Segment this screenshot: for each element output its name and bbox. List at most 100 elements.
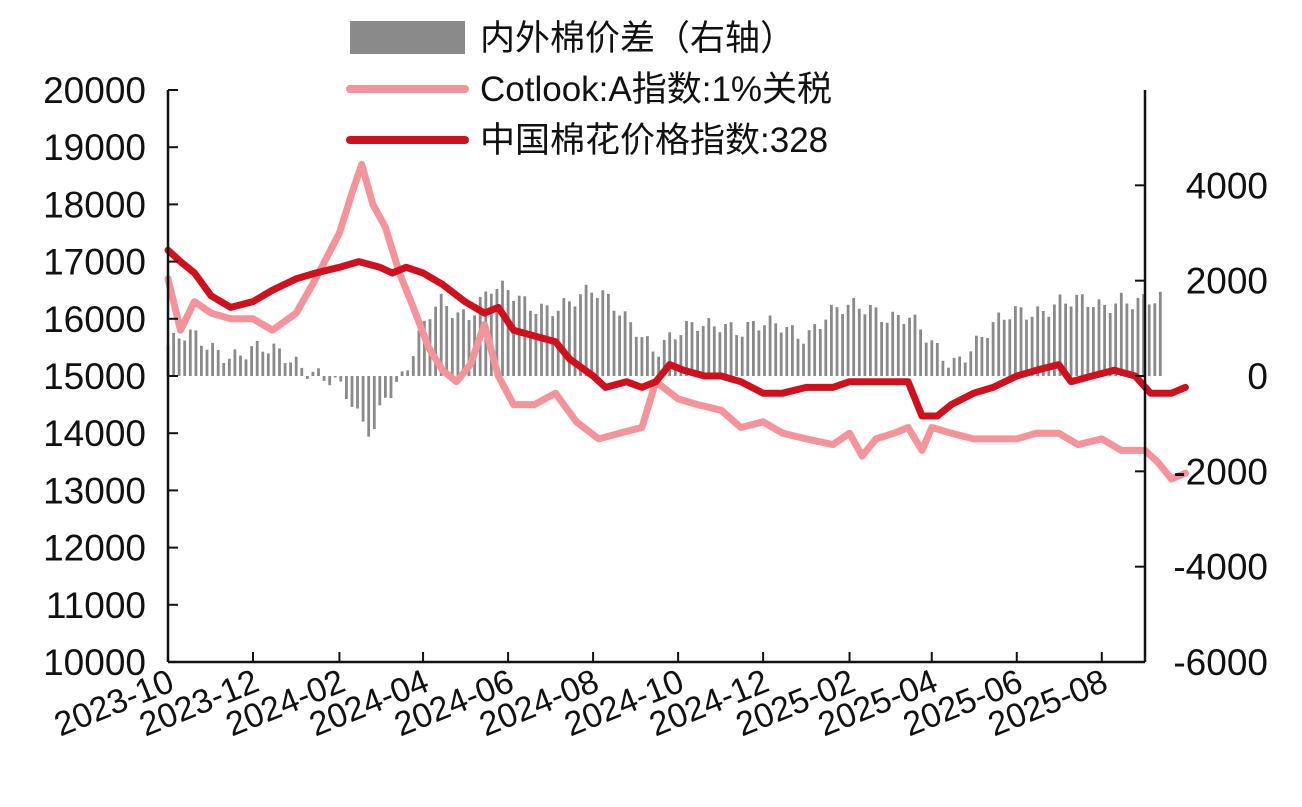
spread-bar — [400, 371, 404, 376]
spread-bar — [863, 314, 867, 376]
spread-bar — [551, 316, 555, 376]
spread-bar — [774, 323, 778, 376]
spread-bar — [919, 329, 922, 376]
spread-bar — [1053, 304, 1056, 376]
spread-bar — [924, 342, 928, 376]
spread-bar — [885, 322, 889, 376]
spread-bar — [579, 294, 582, 376]
spread-bar — [634, 336, 638, 376]
spread-bar — [378, 376, 382, 406]
spread-bar — [768, 315, 772, 376]
left-tick-label: 16000 — [43, 299, 146, 340]
spread-bar — [997, 312, 1001, 376]
spread-bar — [356, 376, 359, 409]
spread-bar — [880, 322, 883, 376]
spread-bar — [311, 371, 315, 376]
right-tick-label: -2000 — [1173, 451, 1268, 492]
spread-bar — [1064, 303, 1067, 376]
spread-bar — [266, 353, 270, 376]
spread-bar — [852, 297, 856, 376]
spread-bar — [534, 314, 538, 376]
spread-bar — [417, 330, 421, 376]
left-tick-label: 19000 — [43, 127, 146, 168]
left-tick-label: 10000 — [43, 642, 146, 683]
spread-bar — [813, 324, 817, 376]
spread-bar — [333, 376, 337, 378]
spread-bar — [372, 376, 376, 430]
spread-bar — [607, 293, 610, 376]
spread-bar — [952, 357, 956, 376]
left-tick-label: 11000 — [46, 585, 146, 626]
axes: 2000019000180001700016000150001400013000… — [43, 70, 1268, 744]
spread-bar — [1158, 291, 1162, 376]
spread-bar — [506, 290, 510, 376]
spread-bar — [752, 321, 755, 376]
spread-bar — [434, 306, 437, 376]
spread-bar — [294, 356, 298, 376]
spread-bar — [947, 367, 950, 376]
spread-bar — [367, 376, 371, 437]
spread-bar — [1041, 311, 1045, 376]
spread-bar — [835, 307, 839, 376]
spread-bar — [1019, 307, 1023, 376]
spread-bar — [222, 363, 226, 376]
spread-bar — [590, 292, 594, 376]
spread-bar — [1058, 294, 1062, 376]
spread-bar — [216, 349, 220, 376]
spread-bar — [289, 362, 292, 376]
spread-bar — [1114, 303, 1118, 376]
spread-bar — [183, 340, 187, 376]
spread-bar — [986, 337, 989, 376]
spread-bar — [300, 367, 304, 376]
spread-bar — [1075, 294, 1079, 376]
spread-bar — [462, 309, 465, 376]
spread-bar — [601, 290, 605, 376]
spread-bar — [283, 363, 287, 376]
spread-bar — [406, 370, 410, 376]
spread-bar — [200, 345, 203, 376]
spread-bar — [568, 301, 571, 376]
spread-bar — [227, 358, 231, 376]
spread-bar — [746, 321, 750, 376]
spread-bar — [244, 359, 248, 376]
spread-bar — [1008, 319, 1012, 376]
spread-bar — [595, 297, 599, 376]
spread-bar — [941, 360, 945, 376]
spread-bar — [818, 329, 822, 376]
spread-bar — [651, 351, 655, 376]
spread-bar — [763, 325, 766, 376]
legend-cotlook-label: Cotlook:A指数:1%关税 — [480, 70, 832, 109]
spread-bar — [1025, 319, 1028, 376]
spread-bar — [685, 320, 688, 376]
spread-bar — [1047, 316, 1051, 376]
right-tick-label: -4000 — [1173, 547, 1268, 588]
spread-bar — [384, 376, 387, 398]
spread-bar — [339, 376, 343, 382]
spread-bar — [1147, 304, 1151, 376]
spread-bar — [668, 332, 672, 376]
spread-bar — [1136, 297, 1140, 376]
spread-bar — [908, 317, 911, 376]
spread-bar — [646, 336, 649, 376]
right-tick-label: 4000 — [1186, 165, 1268, 206]
spread-bar — [261, 351, 265, 376]
spread-bar — [205, 349, 209, 376]
spread-bar — [1014, 306, 1017, 376]
spread-bar — [807, 330, 811, 376]
spread-bar — [874, 307, 878, 376]
spread-bar — [724, 324, 727, 376]
spread-bar — [411, 356, 415, 376]
spread-bar — [963, 362, 967, 376]
spread-bar — [467, 320, 471, 376]
spread-bar — [495, 289, 499, 376]
left-tick-label: 12000 — [43, 528, 146, 569]
left-tick-label: 17000 — [43, 242, 146, 283]
spread-bar — [512, 300, 515, 376]
spread-bar — [1092, 307, 1095, 376]
right-tick-label: 0 — [1247, 356, 1268, 397]
spread-bar — [177, 338, 181, 376]
spread-bar — [1153, 303, 1157, 376]
spread-bar — [172, 333, 175, 376]
